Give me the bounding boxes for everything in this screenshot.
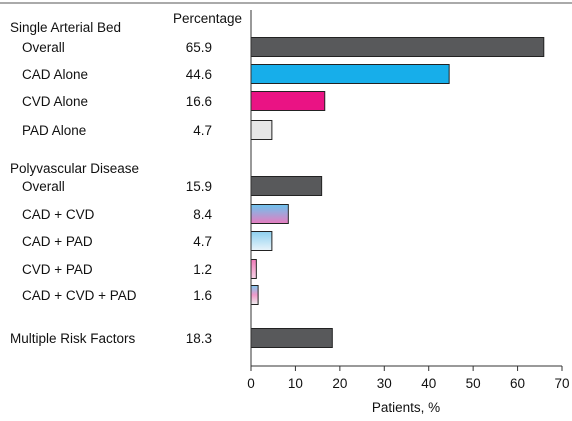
x-tick-label: 70 [554,376,569,391]
value-label: 65.9 [186,40,212,55]
bar-single-arterial-bed-pad-alone [250,120,273,140]
bar-single-arterial-bed-cvd-alone [250,91,326,111]
x-tick-label: 30 [377,376,392,391]
value-column-header: Percentage [173,11,242,26]
row-label: PAD Alone [22,123,86,138]
bar-polyvascular-disease-cad-cvd [250,204,289,224]
value-label: 1.6 [193,288,212,303]
x-tick-label: 60 [510,376,525,391]
bar-multiple-multiple-risk-factors [250,328,333,348]
x-tick-label: 10 [288,376,303,391]
row-label: Multiple Risk Factors [10,331,136,346]
value-label: 18.3 [186,331,212,346]
row-label: CVD + PAD [22,262,93,277]
bar-polyvascular-disease-overall [250,176,323,196]
bar-polyvascular-disease-cvd-pad [250,259,257,279]
bar-polyvascular-disease-cad-cvd-pad [250,285,259,305]
value-label: 8.4 [193,207,212,222]
x-tick-label: 40 [421,376,436,391]
group-label-single-arterial-bed: Single Arterial Bed [10,20,121,35]
row-label: CAD + CVD [22,207,95,222]
value-label: 16.6 [186,94,212,109]
row-label: CAD + CVD + PAD [22,288,137,303]
row-label: CAD + PAD [22,234,93,249]
row-label: Overall [22,179,65,194]
value-label: 44.6 [186,67,212,82]
bar-single-arterial-bed-cad-alone [250,64,450,84]
group-label-polyvascular-disease: Polyvascular Disease [10,161,139,176]
x-axis-label: Patients, % [372,400,440,415]
x-tick-label: 20 [332,376,347,391]
bar-polyvascular-disease-cad-pad [250,231,273,251]
value-label: 4.7 [193,123,212,138]
value-label: 15.9 [186,179,212,194]
row-label: CAD Alone [22,67,88,82]
x-tick-label: 0 [247,376,255,391]
x-tick-label: 50 [466,376,481,391]
value-label: 4.7 [193,234,212,249]
bar-single-arterial-bed-overall [250,37,545,57]
row-label: CVD Alone [22,94,88,109]
row-label: Overall [22,40,65,55]
value-label: 1.2 [193,262,212,277]
